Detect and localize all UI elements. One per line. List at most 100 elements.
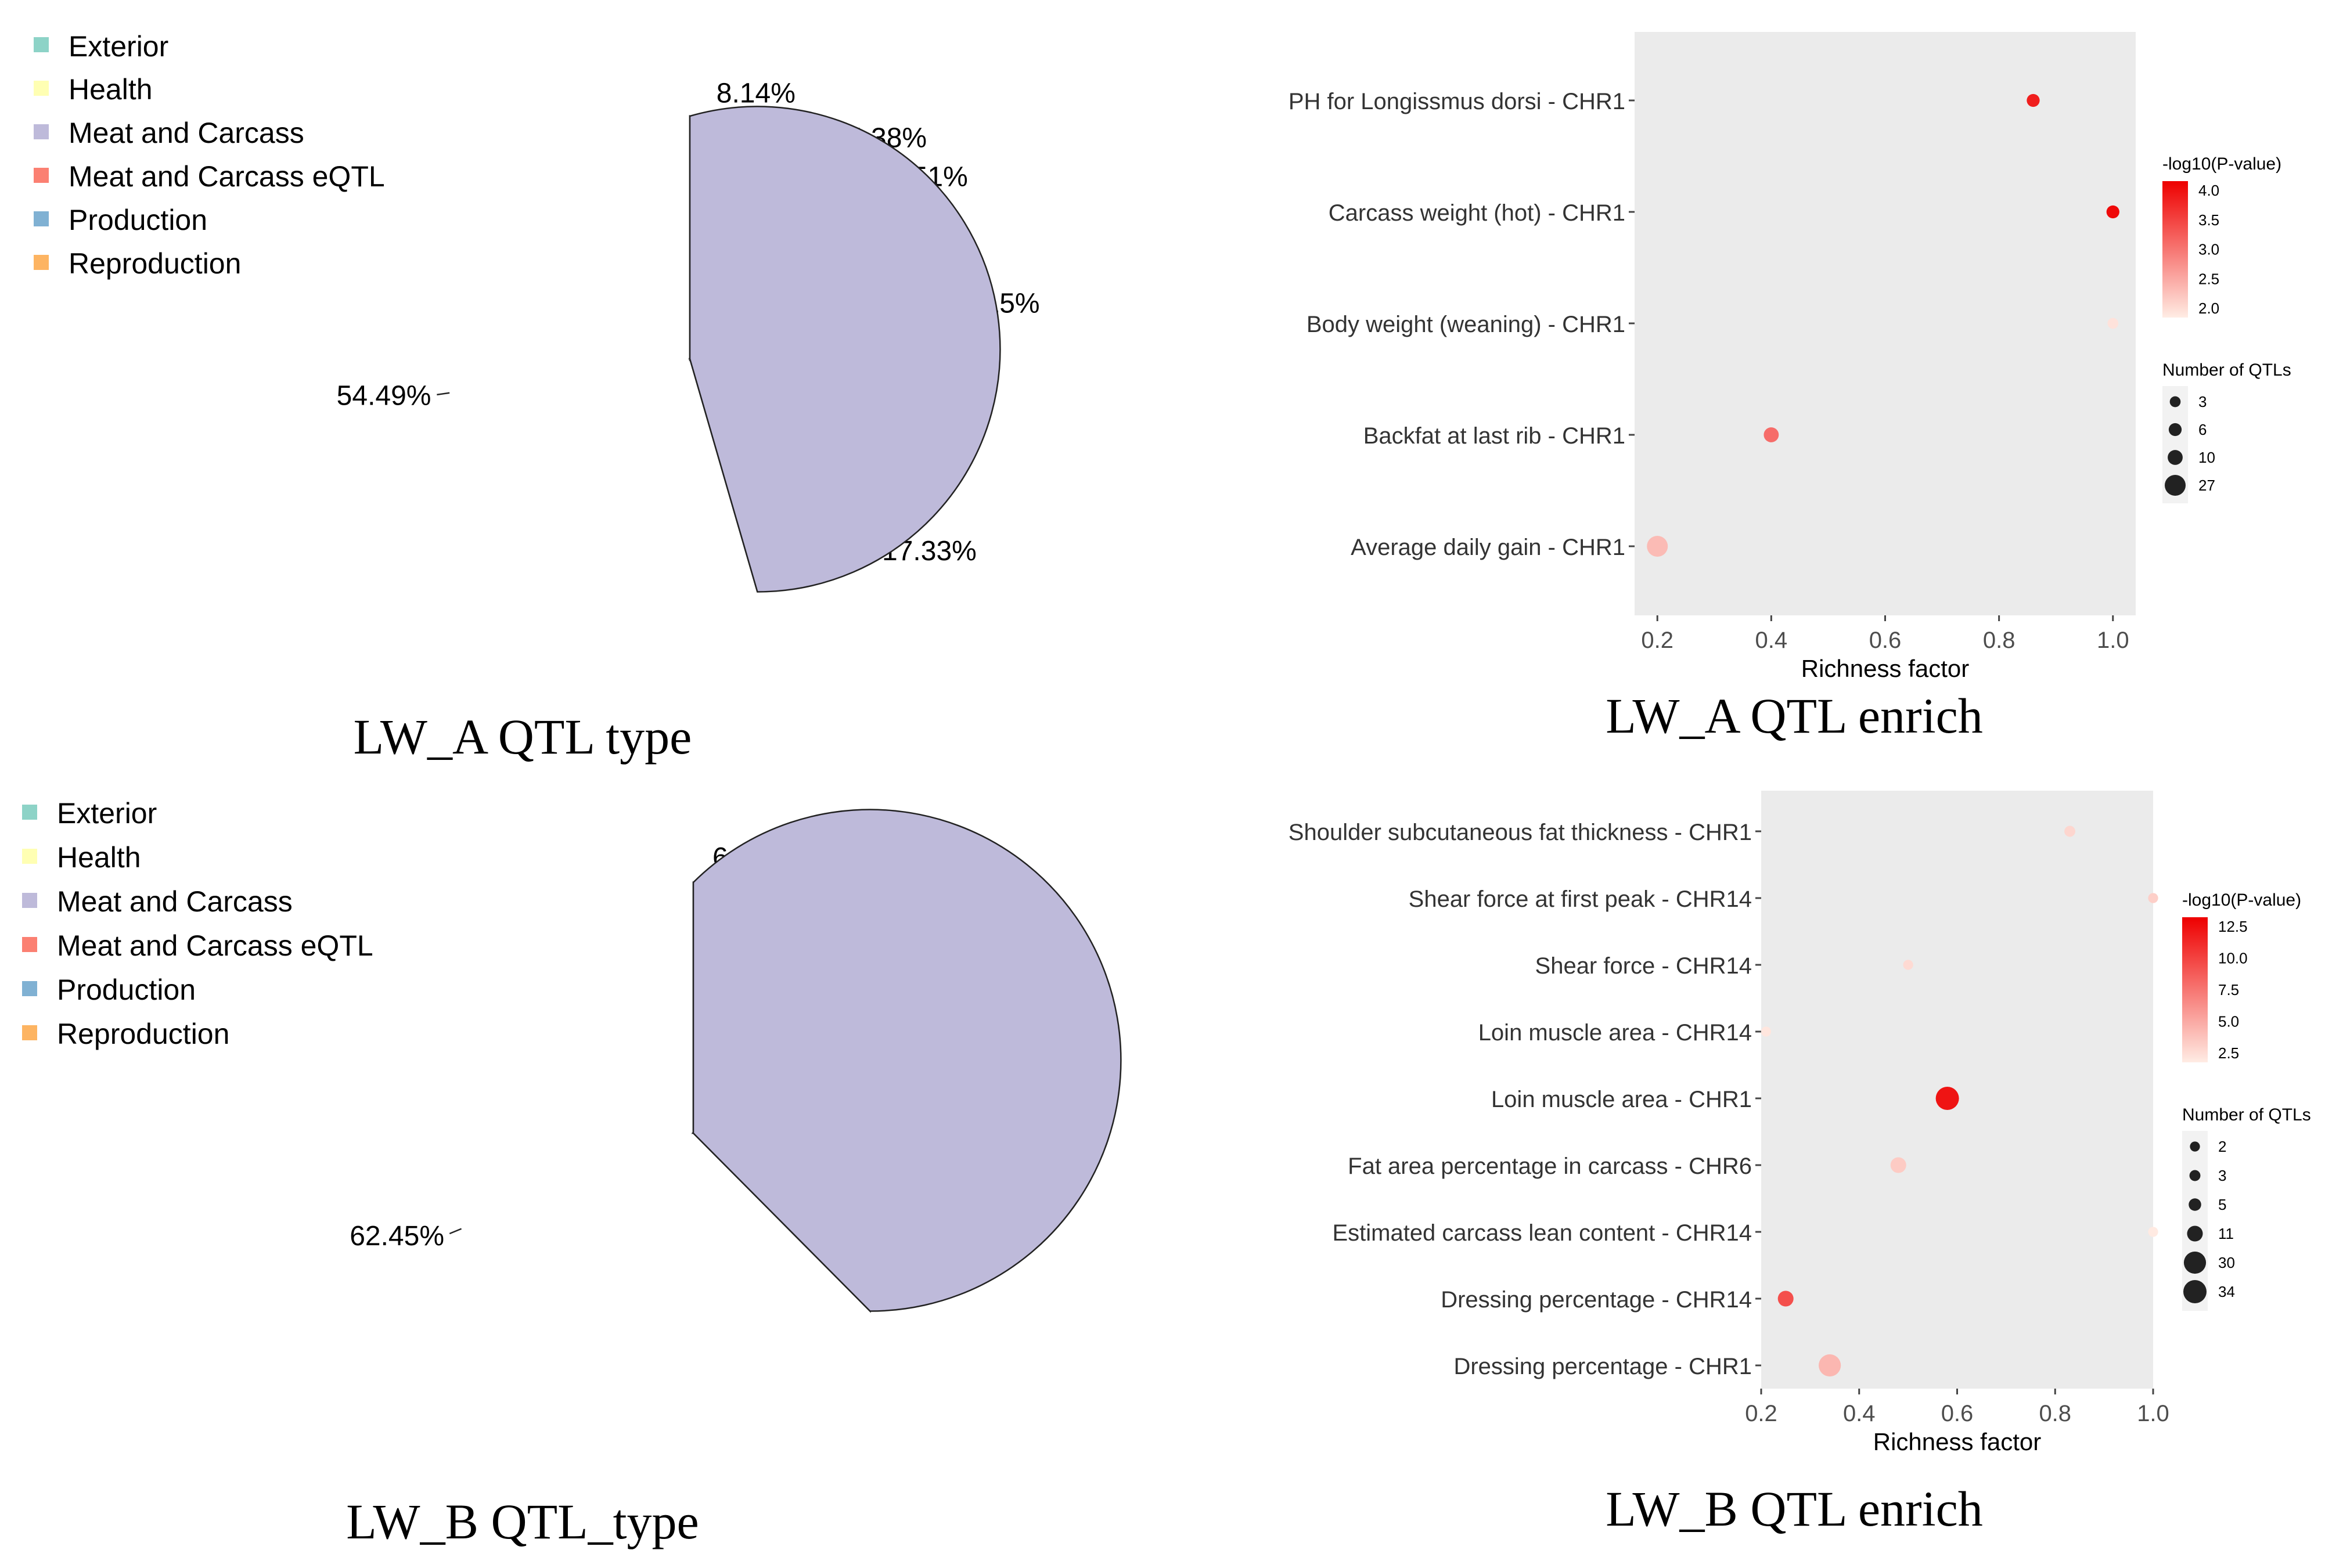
legend-lw-a: Exterior Health Meat and Carcass Meat an… (34, 30, 385, 280)
legend-b-production: Production (57, 974, 196, 1006)
y-tick-label-dressing-percentage-chr1: Dressing percentage - CHR1 (1453, 1354, 1752, 1379)
title-lw-a-enrich: LW_A QTL enrich (1606, 688, 1983, 744)
title-lw-b-type: LW_B QTL_type (346, 1494, 699, 1549)
size-legend-dot-5 (2189, 1198, 2201, 1211)
title-lw-b-enrich: LW_B QTL enrich (1606, 1481, 1983, 1537)
size-legend-dot-2 (2190, 1141, 2200, 1152)
size-legend-dot-30 (2183, 1251, 2207, 1274)
size-legend-dot-3 (2189, 1170, 2201, 1181)
legend-a-swatch-production (34, 211, 49, 226)
size-legend-dot-3 (2169, 396, 2181, 408)
x-tick-label-0.2: 0.2 (1641, 628, 1673, 653)
x-tick-label-1.0: 1.0 (2137, 1401, 2169, 1426)
color-legend-tick-3-5: 3.5 (2198, 211, 2219, 229)
point-shear-force-chr14 (1903, 960, 1913, 970)
pie-label-meat-and-carcass-a: 54.49% (337, 380, 431, 411)
x-tick-label-0.8: 0.8 (1983, 628, 2016, 653)
legend-a-meat: Meat and Carcass (69, 117, 304, 149)
legend-a-swatch-exterior (34, 37, 49, 52)
legend-a-swatch-meat (34, 124, 49, 139)
color-legend-title: -log10(P-value) (2162, 154, 2281, 174)
size-legend-label-34: 34 (2218, 1283, 2235, 1300)
point-loin-muscle-area-chr14 (1761, 1026, 1772, 1037)
color-legend-tick-2-5: 2.5 (2198, 270, 2219, 287)
dot-plot-lw-b: Shoulder subcutaneous fat thickness - CH… (1289, 791, 2311, 1455)
y-tick-label-body-weight-weaning-chr1: Body weight (weaning) - CHR1 (1307, 312, 1625, 337)
color-legend-tick-7-5: 7.5 (2218, 981, 2239, 999)
y-tick-label-dressing-percentage-chr14: Dressing percentage - CHR14 (1441, 1287, 1752, 1313)
color-legend-tick-5-0: 5.0 (2218, 1013, 2239, 1030)
color-legend-bar (2162, 181, 2188, 318)
pie-chart-lw-a: 8.14%4.38%2.51%13.15%17.33%54.49% (337, 78, 1040, 593)
x-axis-label: Richness factor (1801, 655, 1969, 682)
legend-b-reproduction: Reproduction (57, 1018, 229, 1050)
y-tick-label-shear-force-chr14: Shear force - CHR14 (1535, 953, 1752, 979)
legend-a-production: Production (69, 204, 207, 236)
point-carcass-weight-hot-chr1 (2106, 205, 2119, 219)
x-tick-label-0.4: 0.4 (1755, 628, 1788, 653)
legend-b-meat-eqtl: Meat and Carcass eQTL (57, 929, 373, 962)
color-legend-tick-12-5: 12.5 (2218, 918, 2248, 935)
legend-b-health: Health (57, 841, 141, 874)
point-loin-muscle-area-chr1 (1935, 1087, 1959, 1110)
legend-b-swatch-reproduction (22, 1025, 37, 1040)
legend-a-swatch-reproduction (34, 255, 49, 270)
size-legend-label-30: 30 (2218, 1254, 2235, 1271)
point-body-weight-weaning-chr1 (2107, 318, 2119, 329)
legend-b-meat: Meat and Carcass (57, 885, 293, 918)
x-tick-label-0.6: 0.6 (1941, 1401, 1974, 1426)
point-fat-area-percentage-in-carcass-chr6 (1890, 1157, 1906, 1173)
pie-label-meat-and-carcass-b: 62.45% (350, 1221, 444, 1252)
y-tick-label-loin-muscle-area-chr1: Loin muscle area - CHR1 (1491, 1087, 1752, 1112)
legend-b-swatch-meat-eqtl (22, 937, 37, 952)
point-shoulder-subcutaneous-fat-thickness-chr1 (2064, 826, 2076, 837)
point-estimated-carcass-lean-content-chr14 (2148, 1227, 2158, 1237)
size-legend-label-11: 11 (2218, 1225, 2234, 1242)
size-legend-label-5: 5 (2218, 1196, 2226, 1213)
title-lw-a-type: LW_A QTL type (354, 709, 692, 765)
y-tick-label-shoulder-subcutaneous-fat-thickness-chr1: Shoulder subcutaneous fat thickness - CH… (1289, 820, 1752, 845)
y-tick-label-estimated-carcass-lean-content-chr14: Estimated carcass lean content - CHR14 (1332, 1220, 1752, 1246)
point-shear-force-at-first-peak-chr14 (2148, 893, 2158, 903)
size-legend-dot-6 (2168, 423, 2182, 437)
pie-slice-meat-and-carcass-a (689, 106, 1001, 593)
color-legend-tick-10-0: 10.0 (2218, 950, 2248, 967)
color-legend-tick-2-5: 2.5 (2218, 1044, 2239, 1062)
dot-plot-lw-a: PH for Longissmus dorsi - CHR1 Carcass we… (1289, 32, 2291, 682)
legend-a-meat-eqtl: Meat and Carcass eQTL (69, 160, 385, 193)
color-legend-bar (2182, 917, 2208, 1062)
size-legend-label-10: 10 (2198, 449, 2215, 466)
x-tick-label-0.6: 0.6 (1869, 628, 1902, 653)
legend-b-exterior: Exterior (57, 797, 157, 830)
size-legend-label-27: 27 (2198, 477, 2215, 494)
point-average-daily-gain-chr1 (1647, 536, 1668, 557)
legend-a-swatch-meat-eqtl (34, 168, 49, 183)
color-legend-tick-4-0: 4.0 (2198, 182, 2219, 199)
legend-b-swatch-meat (22, 893, 37, 908)
legend-a-reproduction: Reproduction (69, 247, 241, 280)
plot-panel (1635, 32, 2136, 615)
color-legend-title: -log10(P-value) (2182, 891, 2301, 910)
size-legend-dot-27 (2165, 475, 2186, 496)
point-dressing-percentage-chr14 (1777, 1291, 1794, 1307)
point-ph-for-longissmus-dorsi-chr1 (2027, 93, 2040, 107)
x-axis-label: Richness factor (1873, 1428, 2041, 1455)
pie-leader-meat-and-carcass-a (437, 392, 450, 396)
plot-panel (1761, 791, 2153, 1389)
pie-slice-meat-and-carcass-b (692, 809, 1122, 1312)
legend-lw-b: Exterior Health Meat and Carcass Meat an… (22, 797, 373, 1050)
y-tick-label-average-daily-gain-chr1: Average daily gain - CHR1 (1351, 535, 1625, 560)
legend-a-exterior: Exterior (69, 30, 168, 63)
color-legend-tick-3-0: 3.0 (2198, 241, 2219, 258)
size-legend-label-3: 3 (2198, 393, 2207, 410)
pie-label-health-a: 8.14% (717, 78, 796, 109)
pie-leader-meat-and-carcass-b (449, 1228, 462, 1235)
size-legend-label-6: 6 (2198, 421, 2207, 438)
point-backfat-at-last-rib-chr1 (1763, 427, 1779, 442)
point-dressing-percentage-chr1 (1819, 1354, 1841, 1377)
size-legend-dot-10 (2168, 450, 2183, 465)
x-tick-label-0.4: 0.4 (1843, 1401, 1876, 1426)
legend-b-swatch-health (22, 849, 37, 864)
y-tick-label-shear-force-at-first-peak-chr14: Shear force at first peak - CHR14 (1409, 886, 1752, 912)
legend-b-swatch-production (22, 981, 37, 996)
